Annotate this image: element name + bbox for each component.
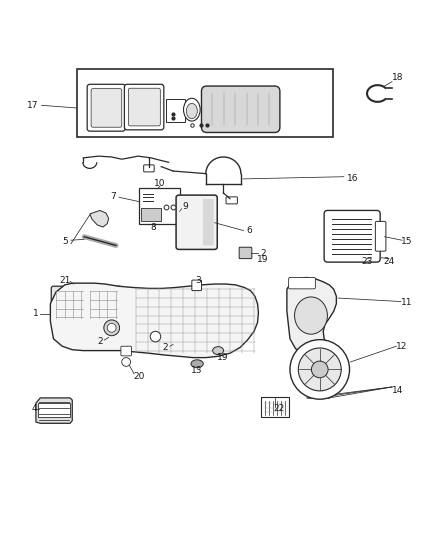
FancyBboxPatch shape [375, 221, 386, 251]
FancyBboxPatch shape [85, 286, 121, 322]
FancyBboxPatch shape [226, 197, 237, 204]
Polygon shape [287, 278, 336, 359]
FancyBboxPatch shape [192, 280, 201, 290]
Text: 6: 6 [246, 226, 252, 235]
Text: 16: 16 [347, 174, 358, 182]
Circle shape [311, 361, 328, 378]
Circle shape [122, 358, 131, 366]
Text: 7: 7 [110, 192, 116, 201]
Text: 18: 18 [392, 73, 403, 82]
Text: 3: 3 [195, 276, 201, 285]
FancyBboxPatch shape [201, 86, 280, 133]
Circle shape [150, 332, 161, 342]
Text: 12: 12 [396, 342, 408, 351]
FancyBboxPatch shape [51, 286, 87, 322]
FancyBboxPatch shape [38, 403, 70, 417]
Polygon shape [90, 211, 109, 227]
Text: 22: 22 [274, 405, 285, 414]
Bar [77, 69, 333, 138]
Text: 19: 19 [217, 353, 228, 362]
FancyBboxPatch shape [91, 88, 122, 127]
Ellipse shape [294, 297, 327, 334]
Text: 1: 1 [33, 309, 39, 318]
Text: 17: 17 [27, 101, 39, 110]
Text: 21: 21 [59, 276, 71, 285]
Text: 13: 13 [191, 366, 202, 375]
FancyBboxPatch shape [124, 84, 164, 130]
Ellipse shape [187, 103, 197, 119]
Text: 10: 10 [154, 179, 166, 188]
FancyBboxPatch shape [261, 397, 289, 417]
Text: 23: 23 [361, 257, 373, 266]
FancyBboxPatch shape [203, 199, 214, 246]
Text: 2: 2 [97, 337, 102, 346]
Text: 19: 19 [257, 255, 268, 264]
Circle shape [107, 324, 116, 332]
FancyBboxPatch shape [289, 278, 315, 289]
Text: 8: 8 [150, 223, 156, 232]
Ellipse shape [191, 360, 203, 368]
Ellipse shape [184, 98, 200, 121]
FancyBboxPatch shape [144, 165, 154, 172]
Circle shape [298, 348, 341, 391]
FancyBboxPatch shape [239, 247, 252, 259]
FancyBboxPatch shape [121, 346, 131, 356]
Text: 4: 4 [32, 405, 37, 414]
FancyBboxPatch shape [141, 208, 161, 221]
Text: 20: 20 [134, 373, 145, 382]
Text: 15: 15 [401, 237, 412, 246]
FancyBboxPatch shape [87, 84, 125, 131]
Text: 24: 24 [383, 257, 395, 266]
Ellipse shape [213, 346, 223, 354]
Polygon shape [36, 398, 72, 423]
FancyBboxPatch shape [128, 88, 160, 126]
Text: 9: 9 [182, 201, 188, 211]
Circle shape [104, 320, 120, 336]
Bar [139, 188, 180, 223]
Circle shape [290, 340, 350, 399]
Polygon shape [50, 283, 258, 358]
FancyBboxPatch shape [324, 211, 380, 262]
Text: 14: 14 [392, 385, 403, 394]
FancyBboxPatch shape [166, 99, 185, 122]
Text: 5: 5 [62, 238, 68, 246]
Text: 2: 2 [260, 249, 265, 258]
FancyBboxPatch shape [176, 195, 217, 249]
Text: 11: 11 [401, 298, 412, 307]
Text: 2: 2 [163, 343, 168, 352]
